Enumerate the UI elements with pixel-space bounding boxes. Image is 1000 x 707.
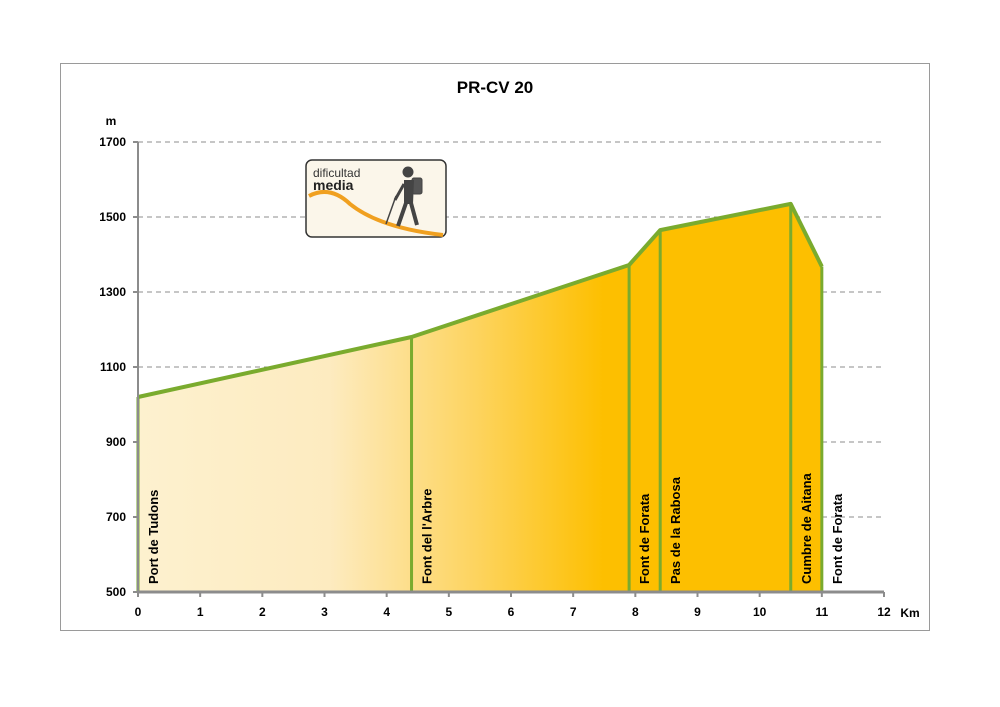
waypoint-label-2: Font de Forata xyxy=(637,493,652,584)
y-tick-label-1500: 1500 xyxy=(99,210,126,224)
profile-area xyxy=(136,201,824,592)
waypoint-label-0: Port de Tudons xyxy=(146,490,161,584)
x-tick-label-3: 3 xyxy=(321,605,328,619)
x-tick-label-9: 9 xyxy=(694,605,701,619)
waypoint-labels: Port de Tudons Font del l'Arbre Font de Fo… xyxy=(146,472,845,584)
x-tick-label-4: 4 xyxy=(383,605,390,619)
y-axis-unit: m xyxy=(106,114,117,128)
badge-slope-icon xyxy=(308,189,444,237)
y-tick-label-500: 500 xyxy=(106,585,126,599)
y-tick-label-1700: 1700 xyxy=(99,135,126,149)
x-tick-label-6: 6 xyxy=(508,605,515,619)
y-tick-label-1100: 1100 xyxy=(100,360,126,374)
chart-title: PR-CV 20 xyxy=(457,78,534,97)
x-tick-label-8: 8 xyxy=(632,605,639,619)
waypoint-label-3: Pas de la Rabosa xyxy=(668,476,683,584)
waypoint-label-5: Font de Forata xyxy=(830,493,845,584)
badge-line2: media xyxy=(313,177,354,193)
x-tick-label-10: 10 xyxy=(753,605,767,619)
badge-box xyxy=(305,159,447,238)
waypoint-label-1: Font del l'Arbre xyxy=(420,488,435,584)
profile-fill xyxy=(138,203,822,592)
x-tick-label-0: 0 xyxy=(135,605,142,619)
y-tick-label-1300: 1300 xyxy=(99,285,126,299)
x-tick-label-1: 1 xyxy=(197,605,204,619)
x-axis-unit: Km xyxy=(900,606,919,620)
x-tick-label-11: 11 xyxy=(815,605,828,619)
x-tick-label-12: 12 xyxy=(877,605,891,619)
y-tick-label-700: 700 xyxy=(106,510,126,524)
y-tick-label-900: 900 xyxy=(106,435,126,449)
hiker-icon xyxy=(385,166,423,227)
profile-line xyxy=(137,201,824,399)
x-tick-label-5: 5 xyxy=(445,605,452,619)
waypoint-label-4: Cumbre de Aitana xyxy=(799,472,814,584)
x-tick-label-2: 2 xyxy=(259,605,266,619)
x-tick-label-7: 7 xyxy=(570,605,577,619)
difficulty-badge: dificultad media xyxy=(305,159,447,238)
badge-line1: dificultad xyxy=(313,166,360,180)
